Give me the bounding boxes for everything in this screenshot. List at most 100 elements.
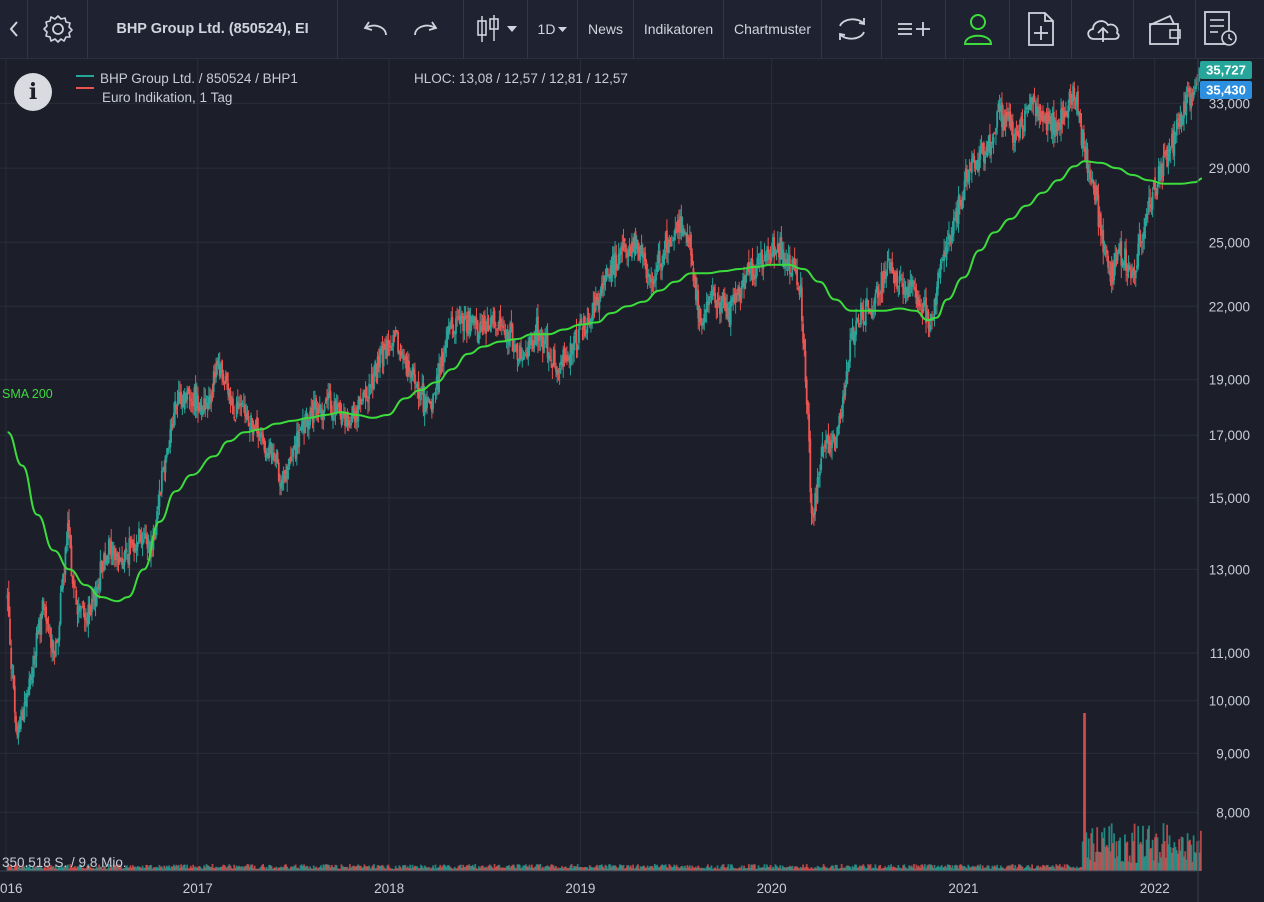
settings-button[interactable]	[28, 0, 88, 58]
candle-body	[690, 234, 692, 256]
undo-icon[interactable]	[360, 17, 390, 41]
compare-button[interactable]	[822, 0, 882, 58]
volume-bar	[639, 866, 642, 871]
history-report-button[interactable]	[1196, 0, 1244, 58]
interval-dropdown[interactable]: 1D	[528, 0, 578, 58]
candle-body	[362, 392, 365, 402]
candle-body	[244, 405, 246, 417]
instrument-title[interactable]: BHP Group Ltd. (850524), EI	[88, 0, 338, 58]
price-chart[interactable]: SMA 200 350.518 S. / 9,8 Mio. 8,0009,000…	[0, 59, 1264, 902]
chart-type-dropdown[interactable]	[464, 0, 528, 58]
volume-bar	[934, 868, 937, 871]
volume-bar	[667, 868, 669, 871]
candle-body	[15, 715, 17, 731]
volume-bar	[380, 865, 383, 871]
candle-body	[1020, 116, 1023, 122]
volume-bar	[240, 866, 243, 871]
price-axis[interactable]: 8,0009,00010,00011,00013,00015,00017,000…	[1209, 96, 1250, 820]
candle-body	[549, 356, 551, 359]
candle-body	[36, 629, 39, 635]
candle-body	[522, 356, 525, 360]
volume-bar	[649, 866, 651, 871]
price-tick-label: 10,000	[1209, 694, 1250, 709]
volume-bar	[330, 865, 333, 871]
volume-bar	[1155, 833, 1158, 871]
user-button[interactable]	[946, 0, 1010, 58]
volume-bar	[957, 868, 960, 871]
volume-bar	[943, 866, 946, 871]
volume-bar	[809, 868, 812, 871]
candle-body	[1179, 114, 1182, 125]
volume-bar	[403, 865, 406, 871]
volume-bar	[511, 864, 514, 871]
add-indicator-list-button[interactable]	[882, 0, 946, 58]
candle-body	[646, 274, 649, 277]
volume-bar	[1079, 867, 1082, 871]
volume-bar	[910, 865, 913, 871]
candle-body	[997, 103, 1000, 111]
candle-body	[404, 356, 407, 358]
candle-body	[481, 325, 484, 331]
candle-body	[609, 268, 612, 280]
candle-body	[1148, 197, 1150, 212]
volume-bar	[156, 866, 158, 871]
candle-body	[1103, 245, 1106, 250]
back-button[interactable]	[0, 0, 28, 58]
volume-bar	[743, 865, 745, 871]
news-button[interactable]: News	[578, 0, 634, 58]
chart-area[interactable]: SMA 200 350.518 S. / 9,8 Mio. 8,000 9,000…	[0, 59, 1264, 902]
candle-body	[964, 168, 967, 183]
volume-bar	[223, 865, 226, 871]
candle-body	[98, 584, 101, 589]
volume-bar	[993, 865, 996, 871]
volume-bar	[863, 866, 866, 871]
candle-body	[1138, 234, 1141, 246]
candle-body	[453, 331, 456, 335]
candle-body	[64, 547, 67, 575]
volume-bar	[46, 865, 49, 871]
candle-body	[473, 318, 475, 322]
candle-body	[168, 446, 170, 448]
volume-bar	[308, 868, 310, 871]
indicators-button[interactable]: Indikatoren	[634, 0, 724, 58]
volume-bar	[628, 867, 631, 871]
volume-bar	[879, 864, 882, 871]
volume-bar	[228, 864, 231, 871]
list-add-icon	[897, 22, 930, 36]
volume-bar	[211, 864, 214, 871]
volume-bar	[293, 865, 296, 871]
candle-body	[909, 279, 912, 285]
volume-bar	[655, 865, 657, 871]
candle-body	[62, 574, 64, 589]
volume-bar	[774, 864, 777, 871]
volume-bar	[562, 868, 565, 871]
volume-bar	[982, 868, 985, 871]
candle-body	[945, 247, 948, 261]
volume-bar	[279, 867, 281, 871]
candle-body	[138, 528, 140, 544]
new-document-button[interactable]	[1010, 0, 1072, 58]
volume-bar	[606, 868, 609, 871]
candle-body	[1175, 119, 1178, 136]
volume-bar	[925, 868, 927, 871]
portfolio-button[interactable]	[1134, 0, 1196, 58]
candle-body	[798, 290, 801, 296]
volume-bar	[840, 864, 843, 871]
time-axis[interactable]: 016 2017 2018 2019 2020 2021 2022	[0, 881, 1170, 896]
chart-patterns-button[interactable]: Chartmuster	[724, 0, 822, 58]
candle-body	[334, 400, 337, 415]
volume-bar	[1054, 868, 1056, 871]
cloud-upload-button[interactable]	[1072, 0, 1134, 58]
redo-icon[interactable]	[411, 17, 441, 41]
info-button[interactable]: i	[14, 73, 52, 111]
volume-bar	[159, 866, 162, 871]
candle-body	[881, 273, 884, 292]
candle-body	[774, 249, 777, 255]
candle-body	[1093, 185, 1096, 200]
candle-body	[664, 232, 667, 249]
volume-bar	[892, 866, 895, 871]
volume-bar	[1032, 868, 1035, 871]
volume-bar	[670, 866, 673, 871]
volume-bar	[1092, 843, 1095, 871]
volume-bar	[59, 867, 62, 871]
